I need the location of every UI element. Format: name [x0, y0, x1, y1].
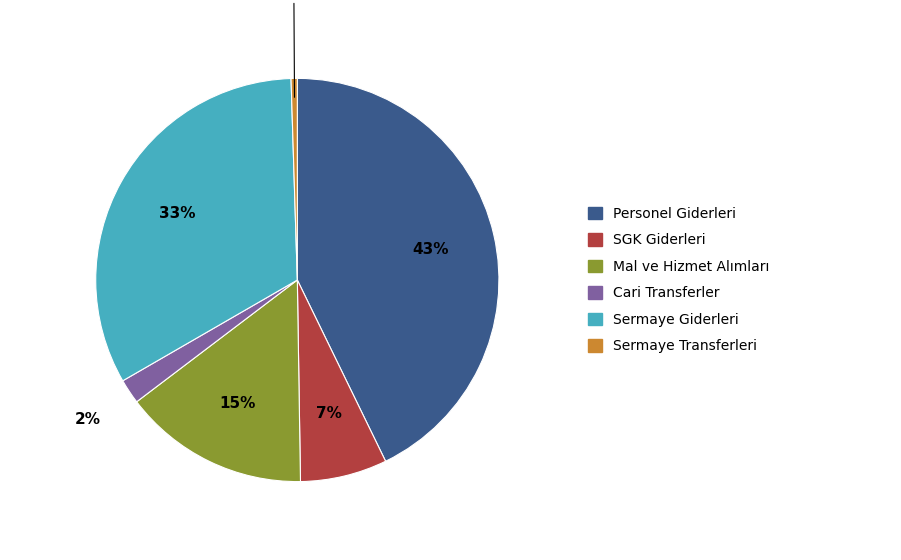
Text: 33%: 33% — [159, 206, 196, 221]
Wedge shape — [123, 280, 297, 402]
Legend: Personel Giderleri, SGK Giderleri, Mal ve Hizmet Alımları, Cari Transferler, Ser: Personel Giderleri, SGK Giderleri, Mal v… — [581, 200, 777, 360]
Text: 2%: 2% — [75, 412, 100, 427]
Wedge shape — [137, 280, 300, 482]
Text: 0%: 0% — [282, 0, 305, 97]
Wedge shape — [297, 78, 499, 461]
Wedge shape — [96, 78, 297, 381]
Text: 43%: 43% — [413, 242, 450, 256]
Wedge shape — [291, 78, 297, 280]
Text: 15%: 15% — [219, 396, 256, 410]
Wedge shape — [297, 280, 386, 482]
Text: 7%: 7% — [316, 406, 342, 421]
